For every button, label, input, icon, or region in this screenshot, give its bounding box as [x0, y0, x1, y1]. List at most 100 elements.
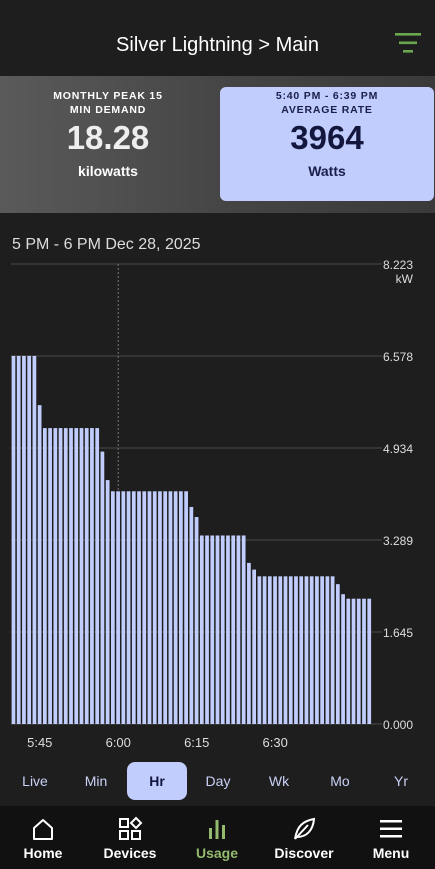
bar[interactable]	[100, 451, 105, 724]
rate-time-range: 5:40 PM - 6:39 PM	[275, 90, 379, 102]
nav-item-home[interactable]: Home	[3, 806, 83, 869]
bar[interactable]	[299, 576, 304, 724]
bar[interactable]	[121, 491, 126, 724]
bar[interactable]	[147, 491, 152, 724]
period-tab-hr[interactable]: Hr	[127, 762, 187, 800]
bar[interactable]	[304, 576, 309, 724]
bar[interactable]	[42, 428, 47, 724]
bar[interactable]	[69, 428, 73, 724]
bar[interactable]	[74, 428, 79, 724]
period-tab-day[interactable]: Day	[205, 773, 231, 789]
bar[interactable]	[137, 491, 141, 724]
bar[interactable]	[346, 598, 351, 724]
hamburger-menu-icon	[380, 820, 402, 838]
bar[interactable]	[184, 491, 188, 724]
bar[interactable]	[278, 576, 283, 724]
bar[interactable]	[173, 491, 178, 724]
bar[interactable]	[142, 491, 147, 724]
nav-label: Discover	[274, 845, 334, 861]
bar[interactable]	[168, 491, 173, 724]
bar[interactable]	[131, 491, 136, 724]
bar[interactable]	[27, 355, 32, 724]
nav-item-usage[interactable]: Usage	[177, 806, 257, 869]
nav-item-discover[interactable]: Discover	[264, 806, 344, 869]
nav-label: Usage	[195, 845, 239, 861]
bar[interactable]	[247, 562, 251, 724]
period-tab-yr[interactable]: Yr	[394, 773, 408, 789]
period-tab-mo[interactable]: Mo	[330, 773, 350, 789]
bar[interactable]	[189, 506, 194, 724]
nav-item-menu[interactable]: Menu	[351, 806, 431, 869]
peak-value: 18.28	[66, 119, 150, 156]
bar[interactable]	[335, 584, 340, 724]
bar[interactable]	[294, 576, 298, 724]
bar[interactable]	[105, 480, 110, 724]
bar[interactable]	[205, 535, 209, 724]
bar[interactable]	[309, 576, 314, 724]
bar[interactable]	[283, 576, 288, 724]
bar[interactable]	[79, 428, 84, 724]
bar[interactable]	[11, 355, 16, 724]
bar[interactable]	[111, 491, 115, 724]
nav-label: Devices	[103, 845, 157, 861]
page-title: Silver Lightning > Main	[116, 33, 319, 56]
bar[interactable]	[22, 355, 26, 724]
bar[interactable]	[356, 598, 361, 724]
bar[interactable]	[351, 598, 356, 724]
period-tab-live[interactable]: Live	[22, 773, 48, 789]
period-tab-wk[interactable]: Wk	[268, 773, 290, 789]
bar[interactable]	[325, 576, 330, 724]
y-tick-label: 1.645	[383, 626, 413, 640]
bar[interactable]	[320, 576, 325, 724]
bar[interactable]	[90, 428, 94, 724]
rate-label: AVERAGE RATE	[281, 104, 373, 116]
period-tab-min[interactable]: Min	[84, 773, 108, 789]
bar[interactable]	[257, 576, 262, 724]
y-tick-label: 3.289	[383, 534, 413, 548]
bar[interactable]	[32, 355, 37, 724]
bar[interactable]	[48, 428, 52, 724]
bar[interactable]	[231, 535, 236, 724]
bar[interactable]	[267, 576, 272, 724]
filter-lines-icon[interactable]	[395, 32, 421, 54]
bar[interactable]	[315, 576, 319, 724]
bar[interactable]	[199, 535, 204, 724]
period-selector: Live Min Hr Day Wk Mo Yr	[0, 762, 435, 802]
bar[interactable]	[53, 428, 58, 724]
nav-item-devices[interactable]: Devices	[90, 806, 170, 869]
bar[interactable]	[210, 535, 215, 724]
bar[interactable]	[241, 535, 246, 724]
bar[interactable]	[37, 405, 42, 724]
bar[interactable]	[273, 576, 277, 724]
bar[interactable]	[194, 517, 199, 724]
bar[interactable]	[158, 491, 162, 724]
bar[interactable]	[16, 355, 21, 724]
bar[interactable]	[330, 576, 335, 724]
x-tick-label: 6:00	[106, 735, 131, 750]
bar[interactable]	[163, 491, 168, 724]
bar[interactable]	[126, 491, 131, 724]
x-tick-label: 5:45	[27, 735, 52, 750]
bar[interactable]	[226, 535, 230, 724]
bar[interactable]	[236, 535, 241, 724]
bar[interactable]	[152, 491, 157, 724]
peak-unit: kilowatts	[78, 163, 138, 179]
usage-bar-chart[interactable]: 8.223 6.578 4.934 3.289 1.645 0.000 kW 5:45 6:00…	[0, 255, 435, 750]
bar[interactable]	[58, 428, 63, 724]
bar[interactable]	[288, 576, 293, 724]
bar[interactable]	[262, 576, 267, 724]
bar[interactable]	[116, 491, 120, 724]
y-tick-label: 6.578	[383, 350, 413, 364]
monthly-peak-card: MONTHLY PEAK 15 MIN DEMAND 18.28 kilowat…	[0, 76, 216, 213]
bar[interactable]	[252, 569, 256, 724]
average-rate-card[interactable]: 5:40 PM - 6:39 PM AVERAGE RATE 3964 Watt…	[220, 87, 434, 201]
bar[interactable]	[179, 491, 183, 724]
bar[interactable]	[362, 598, 366, 724]
bar[interactable]	[63, 428, 68, 724]
bar[interactable]	[84, 428, 89, 724]
bar[interactable]	[215, 535, 220, 724]
bar[interactable]	[95, 428, 100, 724]
bar[interactable]	[341, 594, 345, 724]
bar[interactable]	[220, 535, 225, 724]
bar[interactable]	[367, 598, 372, 724]
